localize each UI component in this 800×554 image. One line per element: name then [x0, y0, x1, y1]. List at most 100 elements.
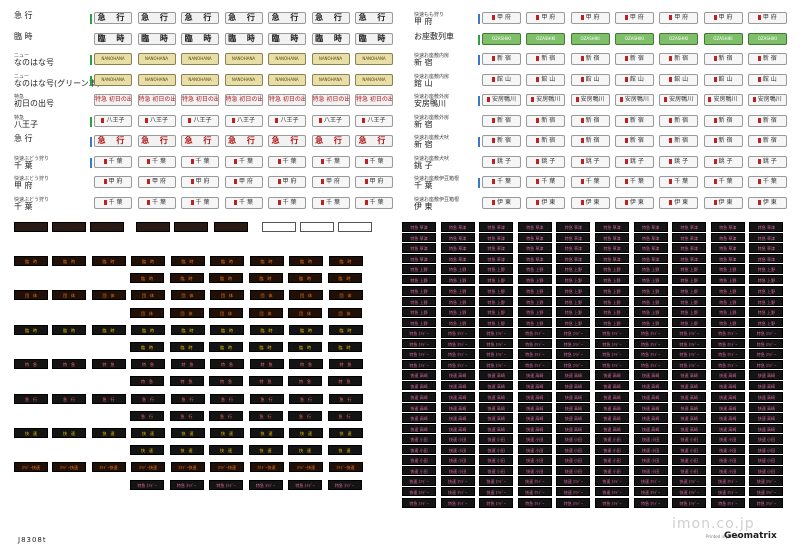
row-label-small: 快速お座敷伊豆箱根 [414, 176, 460, 182]
destination-tile: NANOHANA [224, 73, 263, 86]
led-destination: 快 速 [169, 445, 204, 456]
tile-text: 新 宿 [497, 116, 511, 124]
destination-tile: 千 葉 [181, 155, 219, 168]
led-destination: 特急 上野 [517, 296, 552, 306]
destination-tile: 八王子 [268, 114, 306, 127]
led-destination: 特急 草津 [672, 222, 707, 232]
destination-tile: NANOHANA [268, 53, 306, 65]
tile-text: 千 葉 [762, 178, 777, 185]
led-destination: 特急 ﾎﾘﾃﾞｰ [749, 328, 784, 338]
led-destination: 団 体 [328, 290, 363, 301]
tile-text: 伊 東 [674, 198, 689, 206]
destination-tile: 伊 東 [482, 196, 521, 209]
row-label-main: 銚 子 [414, 160, 433, 170]
led-destination: 快速 小田 [479, 466, 514, 476]
destination-tile: NANOHANA [355, 73, 393, 86]
led-destination: 快 速 [14, 428, 48, 438]
row-label-small: 快速お座敷外房 [414, 94, 450, 100]
row-label: 臨 時 [14, 32, 33, 41]
led-destination: 快速 小田 [556, 434, 591, 444]
destination-tile: 安房鴨川 [703, 94, 743, 106]
led-destination: ﾎﾘﾃﾞｰ快速 [210, 462, 244, 473]
led-destination: 快速 小田 [633, 455, 668, 466]
led-destination: 特急 草津 [440, 243, 475, 254]
led-destination: 快速 小田 [402, 434, 436, 444]
tile-text: 安房鴨川 [757, 96, 782, 103]
led-destination: 急 行 [249, 393, 284, 404]
led-destination: 臨 時 [289, 256, 323, 266]
led-destination: 特急 ﾎﾘﾃﾞｰ [517, 339, 552, 348]
destination-tile: 安房鴨川 [570, 94, 610, 106]
row-label: 急 行 [14, 12, 33, 20]
destination-tile: 安房鴨川 [526, 94, 566, 106]
row-label-small: 快速ぶどう狩り [14, 196, 50, 203]
tile-color-mark [536, 15, 540, 20]
destination-tile: NANOHANA [137, 53, 176, 65]
tile-text: 新 宿 [541, 55, 556, 62]
destination-tile: 臨 時 [181, 32, 219, 45]
led-destination: 臨 時 [288, 273, 322, 284]
tile-color-mark [234, 158, 238, 164]
led-destination: 快速 高崎 [517, 423, 552, 433]
led-destination: 快速 高崎 [672, 423, 707, 433]
destination-tile: 千 葉 [614, 176, 654, 188]
tile-color-mark [757, 76, 761, 82]
led-destination: 特急 ﾎﾘﾃﾞｰ [633, 328, 668, 338]
led-destination: 臨 時 [52, 256, 86, 266]
led-destination: 特急 草津 [672, 233, 707, 242]
destination-tile: 銚 子 [703, 155, 743, 168]
led-destination: 快速 高崎 [595, 391, 629, 402]
led-destination: 快速 小田 [672, 445, 707, 454]
destination-tile: 千 葉 [482, 176, 521, 188]
led-destination: 臨 時 [169, 342, 204, 352]
destination-tile: 急 行 [94, 12, 132, 24]
led-destination: 特急 上野 [749, 306, 784, 317]
tile-color-mark [536, 138, 540, 143]
led-destination: 団 体 [14, 290, 48, 301]
row-label-main: 甲 府 [414, 17, 433, 26]
led-destination: 快速 小田 [633, 466, 668, 476]
destination-tile: 新 宿 [703, 53, 743, 65]
destination-tile: NANOHANA [181, 53, 219, 65]
tile-color-mark [624, 158, 628, 164]
tile-color-mark [318, 117, 322, 123]
led-destination: 臨 時 [209, 273, 243, 284]
tile-color-mark [103, 179, 107, 184]
tile-text: 新 宿 [585, 137, 600, 144]
destination-tile: 急 行 [224, 135, 263, 147]
destination-tile: 新 宿 [526, 135, 566, 147]
led-destination: 特急 ﾎﾘﾃﾞｰ [402, 349, 436, 360]
led-destination: 快速 高崎 [710, 402, 745, 412]
led-destination: 特急 ﾎﾘﾃﾞｰ [402, 328, 436, 338]
mini-decal [14, 222, 48, 232]
led-destination: 快速 高崎 [440, 402, 475, 412]
destination-tile: OZASHIKI [482, 32, 521, 45]
row-label-main: 新 宿 [414, 140, 433, 149]
tile-color-mark [757, 15, 761, 20]
tile-color-mark [713, 15, 717, 20]
destination-tile: 館 山 [747, 73, 787, 86]
destination-tile: 臨 時 [311, 32, 350, 45]
tile-text: 甲 府 [585, 14, 600, 21]
destination-tile: 伊 東 [659, 196, 699, 209]
led-destination: 特急 上野 [479, 275, 514, 285]
led-destination: 特急 上野 [749, 317, 784, 327]
led-destination: 特急 草津 [517, 254, 552, 264]
tile-color-mark [536, 179, 540, 184]
led-destination: 快 速 [288, 445, 322, 456]
tile-text: 新 宿 [629, 137, 644, 144]
row-color-marker [478, 14, 480, 24]
led-destination: 特急 ﾎﾘﾃﾞｰ [595, 328, 629, 338]
tile-color-mark [147, 179, 151, 184]
tile-text: 甲 府 [369, 178, 384, 185]
tile-text: 新 宿 [762, 55, 777, 62]
destination-tile: 千 葉 [311, 155, 350, 168]
destination-tile: 千 葉 [181, 196, 219, 209]
led-destination: 特急 上野 [556, 306, 591, 317]
destination-tile: 急 行 [224, 12, 263, 24]
row-label-small: 快速お座敷犬吠 [414, 155, 450, 162]
led-destination: 快速 高崎 [479, 370, 514, 381]
destination-tile: 急 行 [268, 135, 306, 147]
led-destination: 快速 高崎 [749, 412, 784, 423]
destination-tile: 特急 初日の出号 [268, 94, 306, 106]
